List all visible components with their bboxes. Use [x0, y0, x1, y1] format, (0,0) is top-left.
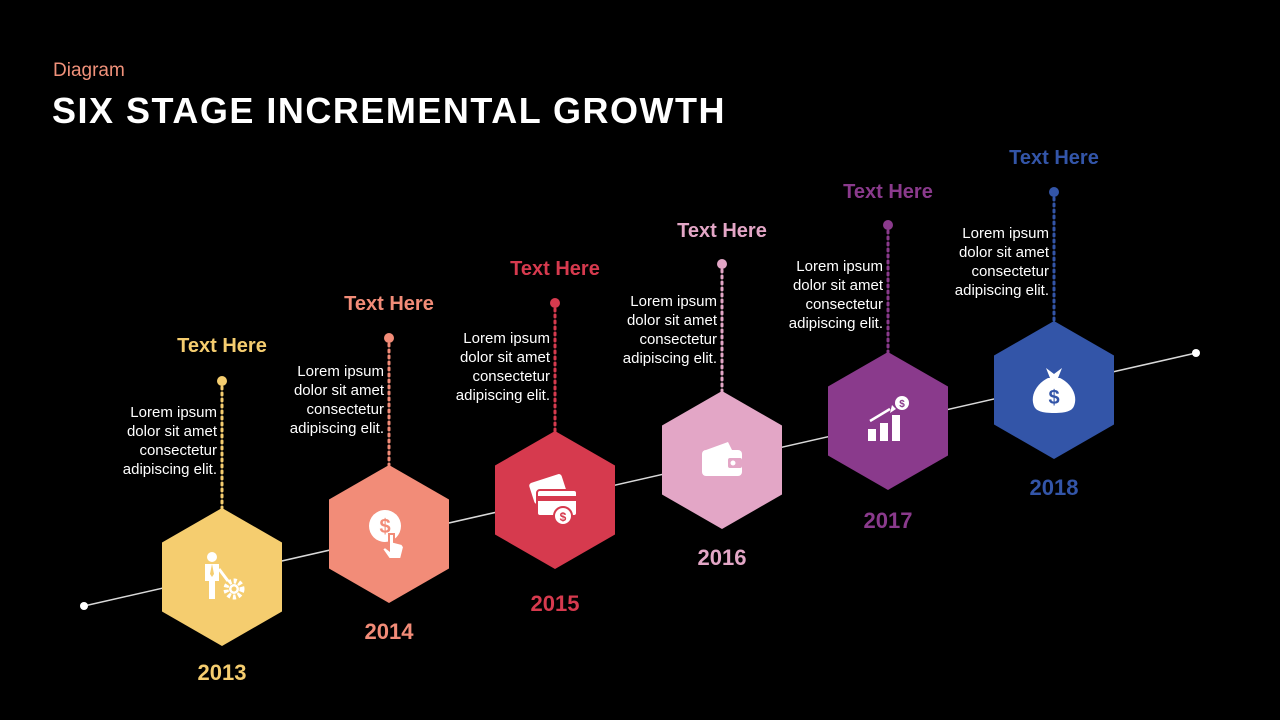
cards-dollar-icon: $: [525, 470, 585, 530]
stage-4-year: 2016: [697, 545, 747, 570]
stage-6-body-line: Lorem ipsum: [962, 225, 1049, 242]
stage-4-heading: Text Here: [677, 220, 767, 242]
dollar-touch-icon: $: [359, 504, 419, 564]
stage-2-body: Lorem ipsum dolor sit amet consectetur adip…: [254, 362, 384, 438]
stage-5-heading: Text Here: [843, 181, 933, 203]
svg-text:$: $: [899, 399, 905, 410]
stage-4-body-line: consectetur: [639, 331, 717, 348]
stage-3-body-line: Lorem ipsum: [463, 330, 550, 347]
stage-4-body-line: adipiscing elit.: [622, 350, 717, 367]
stage-4-dot: [717, 259, 727, 269]
line-end-dot: [1192, 349, 1200, 357]
stage-2-body-line: adipiscing elit.: [289, 420, 384, 437]
stage-5-body-line: consectetur: [805, 296, 883, 313]
stage-2-body-line: consectetur: [306, 401, 384, 418]
stage-1-year: 2013: [197, 660, 247, 685]
stage-2-year: 2014: [364, 619, 414, 644]
svg-text:$: $: [379, 516, 390, 538]
stage-1-hexagon: [162, 508, 282, 646]
stage-4-body-line: dolor sit amet: [626, 312, 717, 329]
stage-3-dot: [550, 298, 560, 308]
businessman-gear-icon: [192, 547, 252, 607]
stage-4-body: Lorem ipsum dolor sit amet consectetur adip…: [587, 292, 717, 368]
wallet-icon: [692, 430, 752, 490]
stage-3-body-line: adipiscing elit.: [455, 387, 550, 404]
stage-5-year: 2017: [863, 508, 913, 533]
line-start-dot: [80, 602, 88, 610]
stage-5-hexagon: [828, 352, 948, 490]
svg-text:$: $: [560, 510, 567, 524]
stage-3-body-line: dolor sit amet: [459, 349, 550, 366]
money-bag-icon: $: [1024, 360, 1084, 420]
slide-subtitle: Diagram: [53, 60, 125, 81]
stage-5-dot: [883, 220, 893, 230]
stage-6-heading: Text Here: [1009, 147, 1099, 169]
stage-6-body: Lorem ipsum dolor sit amet consectetur adip…: [919, 224, 1049, 300]
growth-chart-icon: $: [858, 391, 918, 451]
stage-2-heading: Text Here: [344, 293, 434, 315]
stage-6-body-line: consectetur: [971, 263, 1049, 280]
stage-1-dot: [217, 376, 227, 386]
stage-2-dot: [384, 333, 394, 343]
stage-2-body-line: Lorem ipsum: [297, 363, 384, 380]
stage-1-body: Lorem ipsum dolor sit amet consectetur adip…: [87, 403, 217, 479]
stage-3-heading: Text Here: [510, 258, 600, 280]
stage-6-year: 2018: [1029, 475, 1079, 500]
stage-3-body: Lorem ipsum dolor sit amet consectetur adip…: [420, 329, 550, 405]
slide-title: SIX STAGE INCREMENTAL GROWTH: [52, 90, 727, 131]
stage-6-dot: [1049, 187, 1059, 197]
stage-1-body-line: dolor sit amet: [126, 423, 217, 440]
stage-1-heading: Text Here: [177, 335, 267, 357]
stage-5-body-line: adipiscing elit.: [788, 315, 883, 332]
stage-5-body-line: Lorem ipsum: [796, 258, 883, 275]
stage-4-body-line: Lorem ipsum: [630, 293, 717, 310]
stage-1-body-line: Lorem ipsum: [130, 404, 217, 421]
stage-2-body-line: dolor sit amet: [293, 382, 384, 399]
stage-6-body-line: adipiscing elit.: [954, 282, 1049, 299]
stage-5-body-line: dolor sit amet: [792, 277, 883, 294]
stage-3-body-line: consectetur: [472, 368, 550, 385]
stage-3-year: 2015: [530, 591, 580, 616]
stage-5-body: Lorem ipsum dolor sit amet consectetur adip…: [753, 257, 883, 333]
svg-text:$: $: [1048, 387, 1059, 409]
stage-6-body-line: dolor sit amet: [958, 244, 1049, 261]
stage-1-body-line: adipiscing elit.: [122, 461, 217, 478]
stage-1-body-line: consectetur: [139, 442, 217, 459]
